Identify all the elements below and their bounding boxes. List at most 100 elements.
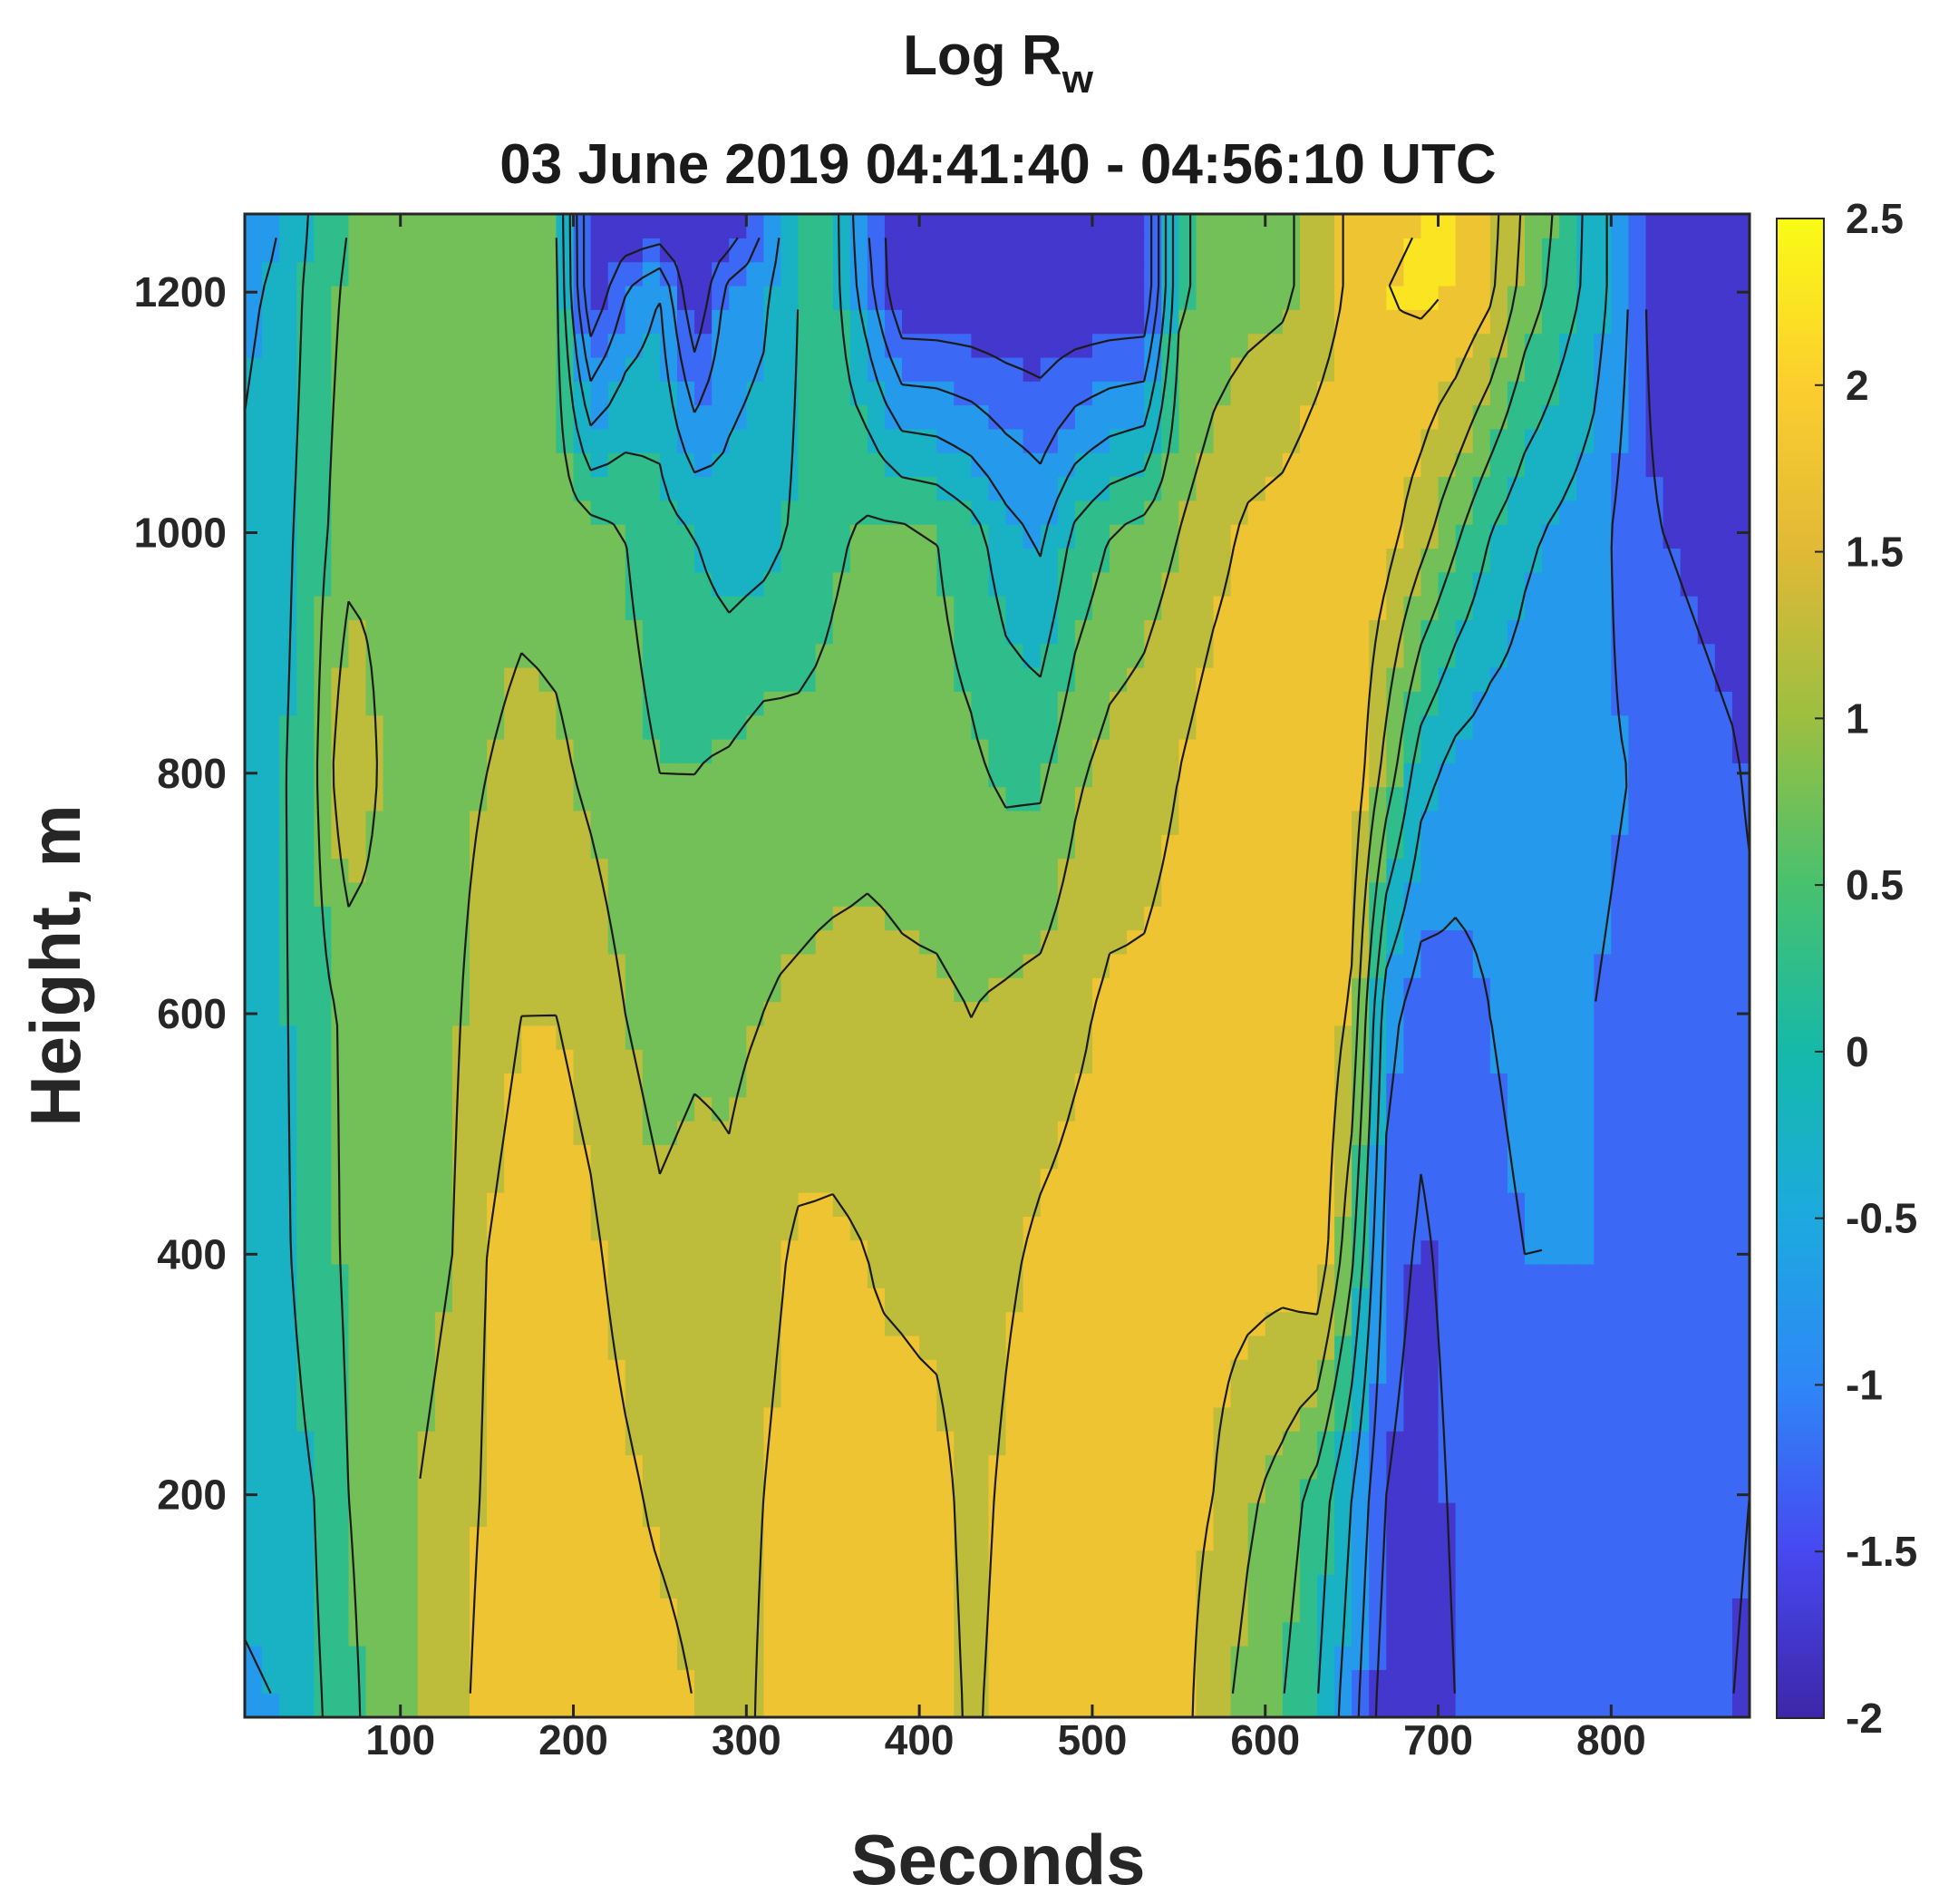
- contour-cell: [1524, 1431, 1543, 1456]
- contour-cell: [1576, 1025, 1595, 1050]
- contour-cell: [642, 476, 661, 501]
- contour-cell: [884, 834, 903, 860]
- contour-cell: [1057, 738, 1076, 763]
- contour-cell: [1628, 548, 1647, 573]
- contour-cell: [1645, 906, 1664, 931]
- contour-cell: [470, 1216, 488, 1241]
- contour-cell: [1265, 571, 1284, 597]
- contour-cell: [832, 1073, 851, 1098]
- contour-cell: [1369, 1478, 1387, 1503]
- contour-cell: [1196, 738, 1215, 763]
- contour-cell: [659, 977, 678, 1003]
- contour-cell: [1110, 1646, 1128, 1670]
- contour-cell: [383, 524, 402, 549]
- contour-cell: [487, 1646, 505, 1670]
- contour-cell: [1386, 1025, 1404, 1050]
- contour-cell: [296, 356, 315, 382]
- contour-cell: [954, 1073, 972, 1098]
- contour-cell: [849, 786, 868, 811]
- contour-cell: [1023, 619, 1042, 645]
- contour-cell: [1542, 1311, 1560, 1336]
- contour-cell: [262, 953, 280, 978]
- contour-cell: [1420, 1121, 1440, 1145]
- contour-cell: [400, 1502, 419, 1528]
- contour-cell: [971, 1192, 990, 1217]
- contour-cell: [365, 1598, 384, 1623]
- contour-cell: [1213, 714, 1232, 740]
- contour-cell: [642, 1335, 661, 1360]
- contour-cell: [1213, 1646, 1232, 1670]
- contour-cell: [1040, 1049, 1059, 1074]
- contour-cell: [279, 1383, 297, 1408]
- contour-cell: [832, 1168, 851, 1193]
- contour-cell: [573, 643, 592, 668]
- contour-cell: [1144, 1096, 1162, 1122]
- contour-cell: [746, 1192, 765, 1217]
- contour-cell: [1507, 906, 1526, 931]
- contour-cell: [1697, 1121, 1716, 1145]
- contour-cell: [1663, 596, 1682, 620]
- contour-cell: [607, 1049, 626, 1074]
- contour-cell: [487, 881, 505, 907]
- contour-cell: [1369, 548, 1387, 573]
- contour-cell: [590, 953, 609, 978]
- contour-cell: [1074, 1669, 1093, 1695]
- contour-cell: [314, 977, 332, 1003]
- contour-cell: [1091, 1144, 1110, 1170]
- contour-cell: [798, 1239, 817, 1265]
- contour-cell: [919, 786, 937, 811]
- contour-cell: [1542, 786, 1560, 811]
- contour-cell: [1628, 356, 1647, 382]
- contour-cell: [538, 524, 557, 549]
- contour-cell: [1611, 1502, 1630, 1528]
- contour-cell: [1714, 786, 1733, 811]
- contour-cell: [296, 1096, 315, 1122]
- contour-cell: [625, 1502, 644, 1528]
- contour-cell: [470, 1144, 488, 1170]
- contour-cell: [625, 1621, 644, 1647]
- contour-cell: [642, 1263, 661, 1288]
- contour-cell: [798, 643, 817, 668]
- contour-cell: [1628, 1287, 1647, 1313]
- contour-cell: [538, 1239, 557, 1265]
- contour-cell: [1316, 858, 1335, 883]
- contour-cell: [625, 1574, 644, 1599]
- contour-cell: [1507, 500, 1526, 525]
- contour-cell: [314, 1311, 332, 1336]
- contour-cell: [1074, 834, 1093, 860]
- contour-cell: [1731, 906, 1750, 931]
- contour-cell: [1196, 1335, 1215, 1360]
- contour-cell: [1213, 404, 1232, 430]
- contour-cell: [1542, 571, 1560, 597]
- contour-cell: [1403, 1669, 1422, 1695]
- contour-cell: [245, 977, 263, 1003]
- contour-cell: [314, 1669, 332, 1695]
- contour-cell: [780, 953, 800, 978]
- contour-cell: [1645, 452, 1664, 478]
- contour-cell: [1196, 1598, 1215, 1623]
- contour-cell: [1680, 1693, 1699, 1718]
- contour-cell: [1127, 381, 1145, 406]
- contour-cell: [677, 548, 695, 573]
- contour-cell: [867, 619, 886, 645]
- contour-cell: [383, 714, 402, 740]
- contour-cell: [1091, 1669, 1110, 1695]
- contour-cell: [988, 1621, 1007, 1647]
- contour-cell: [712, 1621, 730, 1647]
- contour-cell: [1594, 1406, 1612, 1432]
- contour-cell: [1714, 548, 1733, 573]
- contour-cell: [556, 619, 575, 645]
- contour-cell: [331, 1526, 350, 1551]
- contour-cell: [1507, 1192, 1526, 1217]
- contour-cell: [677, 714, 695, 740]
- contour-cell: [245, 1406, 263, 1432]
- contour-cell: [780, 428, 800, 453]
- contour-cell: [1455, 858, 1474, 883]
- contour-cell: [1386, 1669, 1404, 1695]
- contour-cell: [1542, 476, 1560, 501]
- contour-cell: [1438, 881, 1457, 907]
- contour-cell: [694, 1073, 713, 1098]
- contour-cell: [1369, 1598, 1387, 1623]
- contour-cell: [1110, 1144, 1128, 1170]
- contour-cell: [1663, 929, 1682, 955]
